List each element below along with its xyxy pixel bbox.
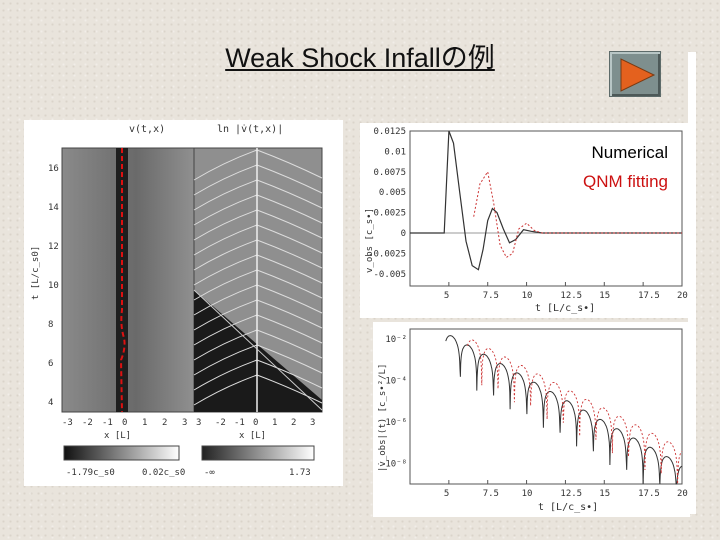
chart2-xtick-label: 10 (522, 489, 533, 499)
left-ytick-label: 12 (48, 242, 59, 252)
chart2-xtick-label: 15 (599, 489, 610, 499)
left-ytick-label: 16 (48, 164, 59, 174)
colorbar-right-max: 1.73 (289, 468, 311, 478)
chart1-ytick-label: 0.01 (384, 147, 406, 157)
slide-edge-shadow (688, 52, 696, 514)
left-xtick-label: 1 (142, 418, 147, 428)
numerical-series-line (410, 130, 682, 271)
colorbar-left-max: 0.02c_s0 (142, 468, 185, 478)
chart2-xtick-label: 12.5 (560, 489, 582, 499)
velocity-waveform-svg: v_obs [c_s•] t [L/c_s•] 5 7.5 10 12.5 15 17.5… (365, 127, 688, 314)
chart1-xtick-label: 17.5 (638, 291, 660, 301)
chart1-xtick-label: 15 (599, 291, 610, 301)
spacetime-figure: v(t,x) ln |v̇(t,x)| t [L/c_s0] 4 6 8 10 12 14… (24, 120, 343, 486)
left-xtick-label: -3 (62, 418, 73, 428)
chart1-ytick-label: 0.005 (379, 188, 406, 198)
left-xtick-label: -1 (102, 418, 113, 428)
chart1-xtick-label: 20 (677, 291, 688, 301)
left-ytick-label: 14 (48, 203, 59, 213)
left-ytick-label: 10 (48, 281, 59, 291)
chart2-ytick-label: 10⁻⁴ (385, 376, 407, 386)
chart1-ytick-label: 0.0025 (373, 209, 406, 219)
chart1-ytick-label: 0.0125 (373, 127, 406, 137)
chart1-xlabel: t [L/c_s•] (535, 303, 595, 314)
numerical-series-line (445, 335, 683, 485)
play-triangle-icon (620, 58, 656, 92)
log-acceleration-density-plot (193, 147, 323, 413)
right-xlabel: x [L] (239, 431, 266, 441)
acceleration-log-chart: |v̇_obs|(t) [c_s•²/L] t [L/c_s•] 5 7.5 10 1… (373, 322, 690, 517)
chart2-xtick-label: 17.5 (638, 489, 660, 499)
right-xtick-label: 3 (196, 418, 201, 428)
velocity-density-plot (61, 147, 211, 413)
chart2-ytick-label: 10⁻² (385, 335, 407, 345)
chart2-xtick-label: 5 (444, 489, 449, 499)
chart2-ytick-label: 10⁻⁶ (385, 418, 407, 428)
chart1-ytick-label: 0 (401, 229, 406, 239)
chart2-xlabel: t [L/c_s•] (538, 502, 598, 513)
left-plot-title: v(t,x) (129, 124, 165, 135)
right-xtick-label: 3 (310, 418, 315, 428)
chart1-xtick-label: 12.5 (560, 291, 582, 301)
spacetime-figure-svg: v(t,x) ln |v̇(t,x)| t [L/c_s0] 468101214… (31, 124, 323, 478)
chart1-xtick-label: 7.5 (483, 291, 499, 301)
left-ytick-label: 6 (48, 359, 53, 369)
right-xtick-label: 2 (291, 418, 296, 428)
chart1-ytick-label: -0.0025 (368, 249, 406, 259)
chart1-ytick-label: 0.0075 (373, 168, 406, 178)
right-xtick-label: 1 (272, 418, 277, 428)
next-slide-button[interactable] (609, 51, 661, 97)
legend-numerical: Numerical (591, 143, 668, 162)
legend-qnm-fitting: QNM fitting (582, 172, 668, 191)
right-plot-title: ln |v̇(t,x)| (217, 124, 283, 135)
colorbar-right-min: -∞ (204, 468, 215, 478)
left-xlabel: x [L] (104, 431, 131, 441)
chart1-xtick-label: 5 (444, 291, 449, 301)
chart1-ylabel: v_obs [c_s•] (365, 208, 375, 273)
chart1-xtick-label: 10 (522, 291, 533, 301)
slide-title: Weak Shock Infallの例 (225, 43, 495, 73)
right-xtick-label: -2 (215, 418, 226, 428)
right-xtick-label: -1 (234, 418, 245, 428)
chart2-xtick-label: 7.5 (483, 489, 499, 499)
colorbar-left-min: -1.79c_s0 (66, 468, 115, 478)
left-ytick-label: 8 (48, 320, 53, 330)
chart2-ytick-label: 10⁻⁸ (385, 459, 407, 469)
left-ylabel: t [L/c_s0] (31, 246, 41, 300)
left-xtick-label: -2 (82, 418, 93, 428)
chart1-ytick-label: -0.005 (373, 270, 406, 280)
left-xtick-label: 3 (182, 418, 187, 428)
acceleration-log-svg: |v̇_obs|(t) [c_s•²/L] t [L/c_s•] 5 7.5 10 1… (378, 328, 688, 513)
chart2-ylabel: |v̇_obs|(t) [c_s•²/L] (378, 364, 388, 472)
chart2-xtick-label: 20 (677, 489, 688, 499)
left-xtick-label: 0 (122, 418, 127, 428)
qnm-series-line (473, 170, 682, 259)
qnm-series-line (467, 339, 683, 485)
left-ytick-label: 4 (48, 398, 53, 408)
chart-legend: Numerical QNM fitting (548, 138, 668, 196)
velocity-colorbar (63, 445, 180, 461)
shock-trajectory-line (119, 148, 126, 413)
right-xtick-label: 0 (253, 418, 258, 428)
acceleration-colorbar (201, 445, 315, 461)
velocity-waveform-chart: v_obs [c_s•] t [L/c_s•] 5 7.5 10 12.5 15 17.5… (360, 123, 690, 318)
left-xtick-label: 2 (162, 418, 167, 428)
